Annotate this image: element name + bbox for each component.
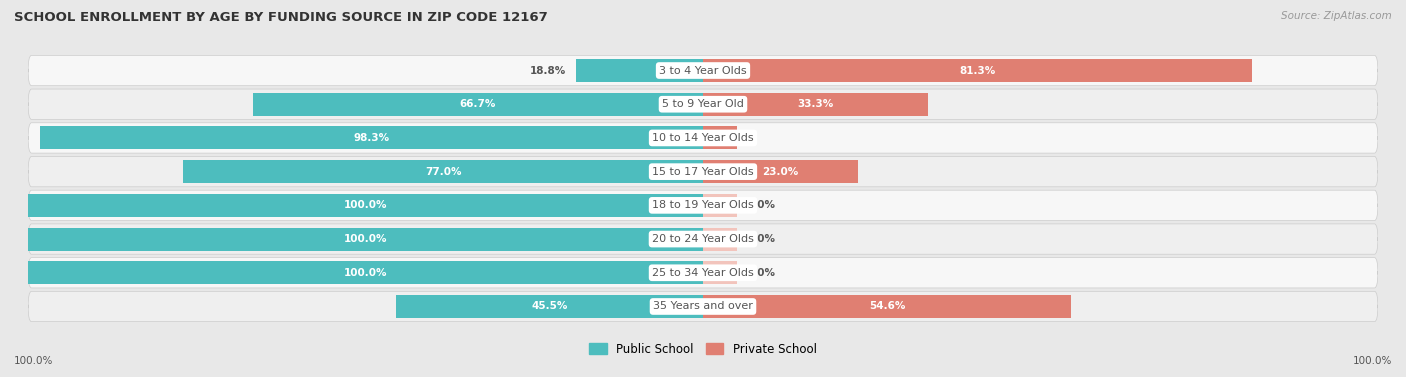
Bar — [183, 160, 703, 183]
Bar — [703, 126, 737, 149]
Text: 18 to 19 Year Olds: 18 to 19 Year Olds — [652, 200, 754, 210]
FancyBboxPatch shape — [28, 89, 1378, 120]
Text: 23.0%: 23.0% — [762, 167, 799, 177]
FancyBboxPatch shape — [28, 224, 1378, 254]
FancyBboxPatch shape — [28, 291, 1378, 322]
Text: 25 to 34 Year Olds: 25 to 34 Year Olds — [652, 268, 754, 278]
Bar — [703, 194, 737, 217]
Text: 10 to 14 Year Olds: 10 to 14 Year Olds — [652, 133, 754, 143]
Bar — [703, 93, 928, 116]
Text: 100.0%: 100.0% — [14, 356, 53, 366]
Text: 100.0%: 100.0% — [344, 200, 387, 210]
Text: 33.3%: 33.3% — [797, 99, 834, 109]
Text: 77.0%: 77.0% — [425, 167, 461, 177]
Text: 100.0%: 100.0% — [344, 234, 387, 244]
Text: 5 to 9 Year Old: 5 to 9 Year Old — [662, 99, 744, 109]
Legend: Public School, Private School: Public School, Private School — [585, 338, 821, 360]
Text: 100.0%: 100.0% — [344, 268, 387, 278]
Text: 66.7%: 66.7% — [460, 99, 496, 109]
Bar — [253, 93, 703, 116]
Text: 0.0%: 0.0% — [747, 268, 776, 278]
Bar — [703, 261, 737, 284]
Text: 0.0%: 0.0% — [747, 234, 776, 244]
Text: 54.6%: 54.6% — [869, 302, 905, 311]
FancyBboxPatch shape — [28, 55, 1378, 86]
Text: 100.0%: 100.0% — [1353, 356, 1392, 366]
Text: 18.8%: 18.8% — [530, 66, 567, 75]
Text: 98.3%: 98.3% — [353, 133, 389, 143]
Text: 35 Years and over: 35 Years and over — [652, 302, 754, 311]
Bar — [28, 228, 703, 251]
Bar — [396, 295, 703, 318]
FancyBboxPatch shape — [28, 190, 1378, 221]
Text: 20 to 24 Year Olds: 20 to 24 Year Olds — [652, 234, 754, 244]
Bar — [28, 261, 703, 284]
FancyBboxPatch shape — [28, 257, 1378, 288]
FancyBboxPatch shape — [28, 123, 1378, 153]
Text: 81.3%: 81.3% — [959, 66, 995, 75]
Bar — [703, 59, 1251, 82]
Text: 3 to 4 Year Olds: 3 to 4 Year Olds — [659, 66, 747, 75]
FancyBboxPatch shape — [28, 156, 1378, 187]
Text: Source: ZipAtlas.com: Source: ZipAtlas.com — [1281, 11, 1392, 21]
Text: 0.0%: 0.0% — [747, 200, 776, 210]
Bar — [703, 295, 1071, 318]
Bar — [703, 160, 858, 183]
Text: 1.7%: 1.7% — [724, 133, 754, 143]
Text: 45.5%: 45.5% — [531, 302, 568, 311]
Bar — [703, 228, 737, 251]
Bar — [576, 59, 703, 82]
Bar — [28, 194, 703, 217]
Bar — [39, 126, 703, 149]
Text: 15 to 17 Year Olds: 15 to 17 Year Olds — [652, 167, 754, 177]
Text: SCHOOL ENROLLMENT BY AGE BY FUNDING SOURCE IN ZIP CODE 12167: SCHOOL ENROLLMENT BY AGE BY FUNDING SOUR… — [14, 11, 548, 24]
